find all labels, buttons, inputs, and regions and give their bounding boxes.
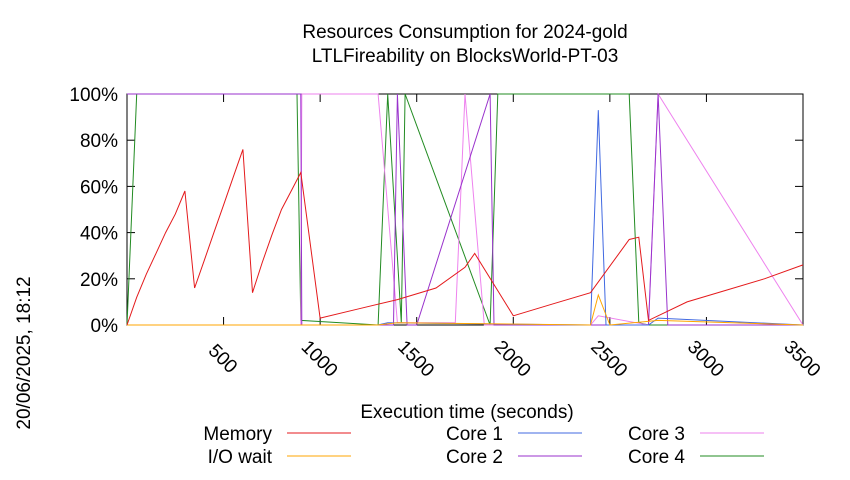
y-axis: 0% 20% 40% 60% 80% 100% [69,85,803,337]
series-line-i-o-wait [127,293,804,326]
series-lines [126,92,804,326]
x-tick-label: 3000 [683,337,728,382]
series-line-core-2 [127,93,803,326]
legend-label: Core 3 [628,424,685,445]
legend-label: Memory [203,424,272,445]
legend-label: Core 4 [628,447,685,468]
x-tick-label: 500 [204,340,241,377]
x-tick-label: 1000 [297,337,342,382]
series-line-core-1 [127,110,804,326]
legend-label: Core 2 [446,447,503,468]
y-tick-label: 20% [80,270,118,291]
series-line-core-4 [126,93,803,326]
y-tick-label: 60% [80,177,118,198]
chart-title-line-1: Resources Consumption for 2024-gold [302,22,627,43]
x-axis: 500 1000 1500 2000 2500 3000 3500 [204,94,824,381]
plot-area-border [126,93,804,326]
series-line-memory [126,149,804,326]
x-tick-label: 1500 [393,337,438,382]
x-axis-label: Execution time (seconds) [360,402,573,423]
y-tick-label: 80% [80,131,118,152]
legend-label: I/O wait [208,447,273,468]
y-tick-label: 0% [91,316,119,337]
timestamp-label: 20/06/2025, 18:12 [14,276,35,429]
series-line-core-3 [127,92,804,326]
chart-title-line-2: LTLFireability on BlocksWorld-PT-03 [312,46,619,67]
x-tick-label: 3500 [780,337,825,382]
y-tick-label: 100% [69,85,118,106]
x-tick-label: 2000 [490,337,535,382]
y-tick-label: 40% [80,224,118,245]
x-tick-label: 2500 [586,337,631,382]
legend-label: Core 1 [446,424,503,445]
